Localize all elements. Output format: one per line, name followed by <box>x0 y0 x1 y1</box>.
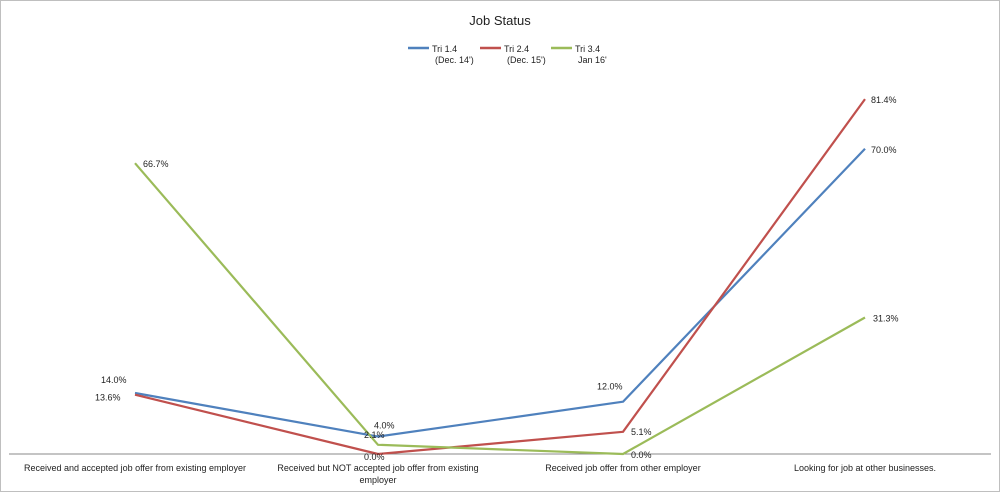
legend-label: Jan 16' <box>578 55 607 65</box>
data-labels: 14.0% 4.0% 12.0% 70.0% 13.6% 0.0% 5.1% 81.4% 66.… <box>95 95 899 462</box>
data-label: 66.7% <box>143 159 169 169</box>
series-lines <box>134 98 866 456</box>
category-label: employer <box>359 475 396 485</box>
category-labels: Received and accepted job offer from exi… <box>24 463 936 485</box>
legend-label: (Dec. 15') <box>507 55 546 65</box>
data-label: 81.4% <box>871 95 897 105</box>
category-label: Looking for job at other businesses. <box>794 463 936 473</box>
data-label: 4.0% <box>374 421 395 431</box>
legend-label: Tri 3.4 <box>575 44 600 54</box>
category-label: Received but NOT accepted job offer from… <box>277 463 478 473</box>
data-label: 14.0% <box>101 375 127 385</box>
data-label: 70.0% <box>871 145 897 155</box>
data-label: 31.3% <box>873 314 899 324</box>
data-label: 12.0% <box>597 382 623 392</box>
legend-item-2: Tri 2.4(Dec. 15') <box>480 44 546 65</box>
legend-label: (Dec. 14') <box>435 55 474 65</box>
legend-label: Tri 2.4 <box>504 44 529 54</box>
legend-item-1: Tri 1.4(Dec. 14') <box>408 44 474 65</box>
series-line-2 <box>134 98 866 456</box>
data-label: 2.1% <box>364 430 385 440</box>
data-label: 0.0% <box>631 450 652 460</box>
series-line-1 <box>134 148 866 438</box>
legend-label: Tri 1.4 <box>432 44 457 54</box>
legend: Tri 1.4(Dec. 14')Tri 2.4(Dec. 15')Tri 3.… <box>408 44 607 65</box>
data-label: 5.1% <box>631 427 652 437</box>
data-label: 13.6% <box>95 393 121 403</box>
category-label: Received job offer from other employer <box>545 463 700 473</box>
data-label: 0.0% <box>364 452 385 462</box>
chart-title: Job Status <box>469 13 531 28</box>
category-label: Received and accepted job offer from exi… <box>24 463 246 473</box>
series-line-3 <box>134 162 866 456</box>
